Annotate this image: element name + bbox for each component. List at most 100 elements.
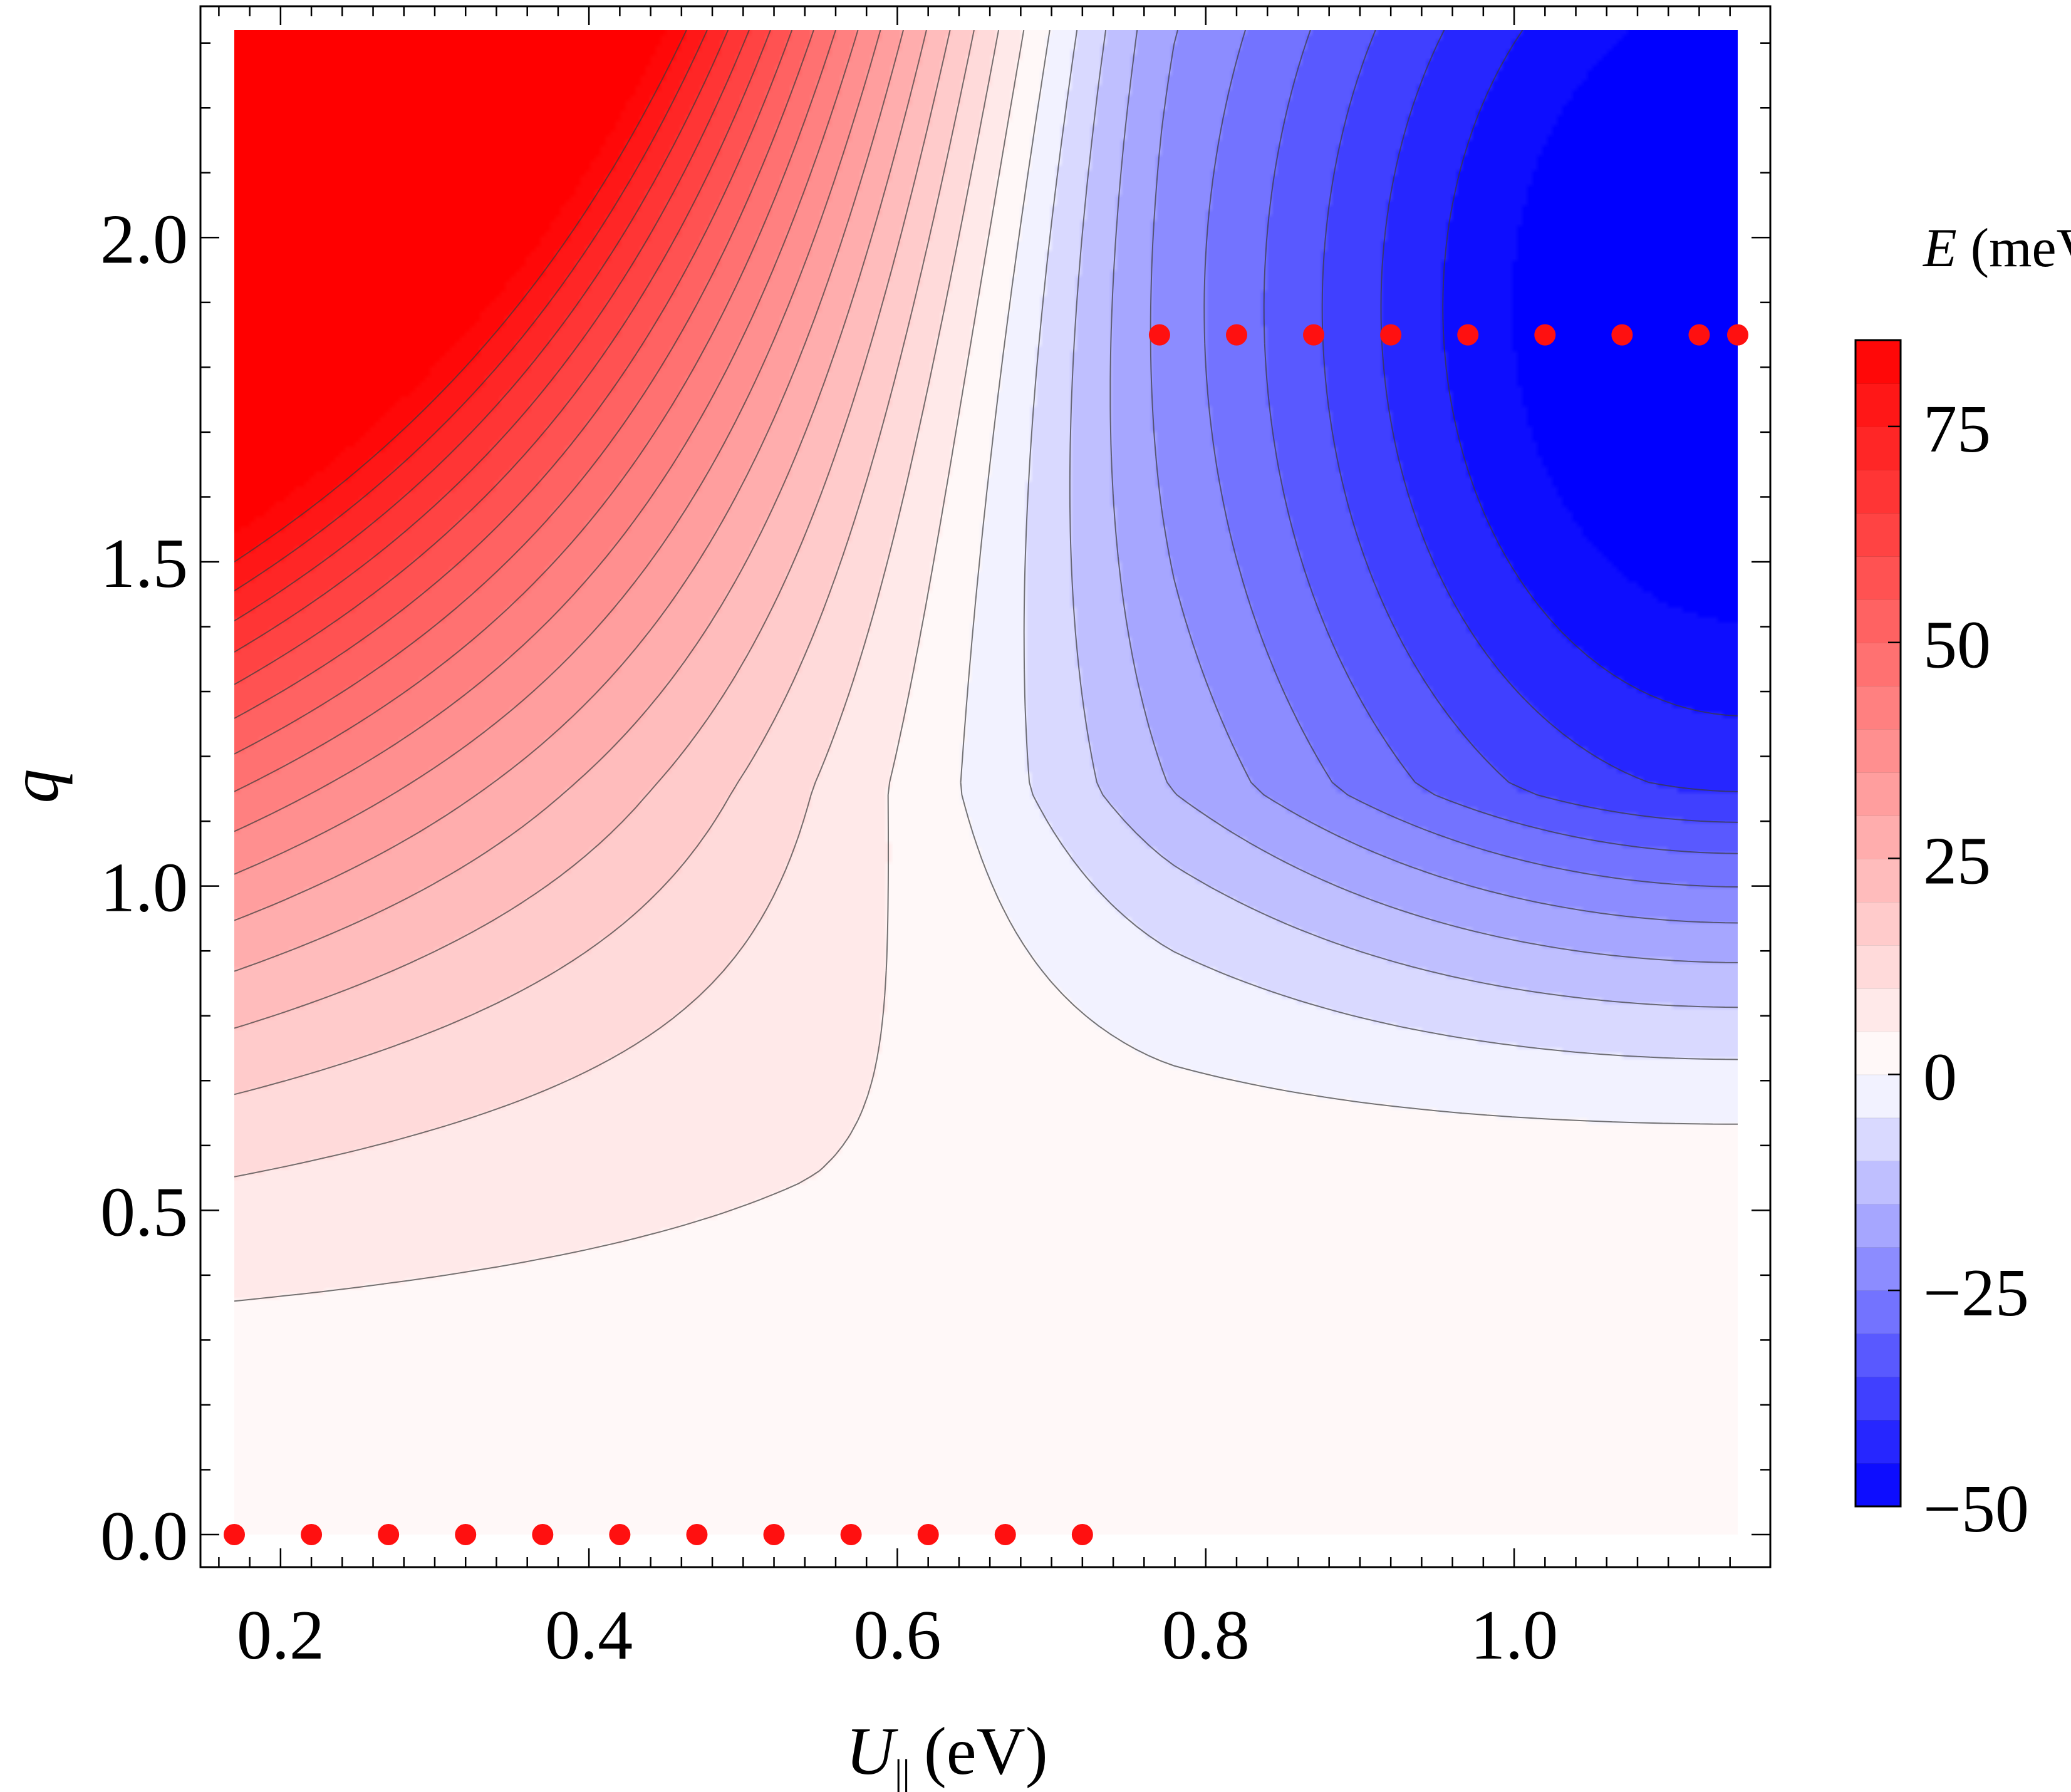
data-point	[1303, 324, 1325, 346]
data-point	[1071, 1524, 1093, 1545]
colorbar: E(meV) 75 50 25 0 −25 −50	[1854, 218, 2071, 1546]
data-point	[1688, 324, 1710, 346]
colorbar-label: E(meV)	[1922, 218, 2071, 279]
contour-line	[234, 30, 859, 832]
data-point	[917, 1524, 939, 1545]
colorbar-band	[1856, 426, 1901, 470]
contour-line	[234, 30, 793, 719]
contour-line	[234, 30, 1025, 1302]
energy-heatmap	[234, 30, 1738, 1535]
data-point	[686, 1524, 708, 1545]
y-tick-label: 0.5	[100, 1173, 188, 1251]
y-tick-label: 1.0	[100, 849, 188, 927]
colorbar-band	[1856, 512, 1901, 557]
contour-line	[1321, 30, 1738, 823]
contour-line	[1442, 30, 1738, 717]
data-point	[1457, 324, 1479, 346]
x-axis-label: U|| (eV)	[846, 1714, 1048, 1792]
colorbar-ticks: 75 50 25 0 −25 −50	[1888, 392, 2029, 1546]
x-tick-label: 0.6	[853, 1597, 941, 1674]
plot-area	[224, 30, 1748, 1545]
data-point	[455, 1524, 477, 1545]
colorbar-band	[1856, 772, 1901, 816]
contour-lines	[234, 30, 1738, 1302]
colorbar-frame	[1854, 339, 1902, 1508]
colorbar-band	[1856, 728, 1901, 773]
data-point	[1611, 324, 1633, 346]
y-tick-label: 2.0	[100, 200, 188, 278]
colorbar-band	[1856, 1420, 1901, 1464]
contour-line	[1380, 30, 1738, 792]
contour-line	[960, 30, 1738, 1125]
colorbar-band	[1856, 1117, 1901, 1161]
contour-line	[234, 30, 975, 1095]
colorbar-band	[1856, 383, 1901, 427]
contour-line	[234, 30, 814, 755]
x-tick-label: 0.2	[237, 1597, 324, 1674]
y-tick-label: 1.5	[100, 525, 188, 603]
colorbar-band	[1856, 815, 1901, 859]
colorbar-tick-label: 75	[1923, 392, 1991, 467]
contour-line	[1263, 30, 1738, 854]
colorbar-band	[1856, 858, 1901, 903]
colorbar-band	[1856, 340, 1901, 384]
colorbar-band	[1856, 901, 1901, 945]
colorbar-band	[1856, 1290, 1901, 1334]
contour-line	[234, 30, 708, 592]
colorbar-band	[1856, 1074, 1901, 1118]
contour-line	[234, 30, 927, 972]
data-point	[1534, 324, 1556, 346]
colorbar-tick-label: 25	[1923, 824, 1991, 899]
plot-frame	[199, 5, 1772, 1568]
data-point	[1226, 324, 1247, 346]
contour-line	[234, 30, 687, 562]
colorbar-band	[1856, 599, 1901, 643]
x-tick-label: 1.0	[1470, 1597, 1558, 1674]
contour-line	[234, 30, 771, 685]
x-tick-label: 0.8	[1162, 1597, 1250, 1674]
y-axis-label: q	[0, 769, 73, 804]
colorbar-band	[1856, 1204, 1901, 1248]
data-point	[1727, 324, 1748, 346]
axis-tick-labels: 0.2 0.4 0.6 0.8 1.0 0.0 0.5 1.0 1.5 2.0	[100, 200, 1558, 1674]
contour-line	[234, 30, 836, 792]
contour-line	[1109, 30, 1738, 963]
contour-line	[234, 30, 999, 1178]
colorbar-band	[1856, 685, 1901, 730]
data-points	[224, 324, 1748, 1545]
colorbar-band	[1856, 1334, 1901, 1377]
colorbar-band	[1856, 988, 1901, 1032]
data-point	[1148, 324, 1170, 346]
colorbar-band	[1856, 945, 1901, 988]
colorbar-band	[1856, 642, 1901, 686]
contour-line	[1203, 30, 1738, 888]
colorbar-band	[1856, 1161, 1901, 1204]
colorbar-band	[1856, 469, 1901, 514]
data-point	[994, 1524, 1016, 1545]
contour-line	[234, 30, 904, 921]
x-tick-label: 0.4	[545, 1597, 633, 1674]
contour-line	[234, 30, 951, 1029]
colorbar-band	[1856, 1247, 1901, 1291]
contour-line	[1069, 30, 1738, 1008]
contour-line	[234, 30, 750, 653]
data-point	[378, 1524, 400, 1545]
colorbar-tick-label: −50	[1923, 1472, 2029, 1546]
contour-line	[1023, 30, 1738, 1060]
data-point	[1380, 324, 1402, 346]
contour-line	[234, 30, 881, 875]
colorbar-band	[1856, 1463, 1901, 1507]
colorbar-band	[1856, 1031, 1901, 1075]
data-point	[532, 1524, 554, 1545]
axis-ticks	[200, 6, 1770, 1567]
colorbar-tick-label: 50	[1923, 608, 1991, 683]
colorbar-band	[1856, 1377, 1901, 1421]
colorbar-band	[1856, 556, 1901, 600]
colorbar-gradient	[1856, 339, 1901, 1507]
data-point	[224, 1524, 245, 1545]
data-point	[840, 1524, 862, 1545]
y-tick-label: 0.0	[100, 1498, 188, 1575]
data-point	[301, 1524, 323, 1545]
colorbar-tick-label: 0	[1923, 1040, 1957, 1114]
